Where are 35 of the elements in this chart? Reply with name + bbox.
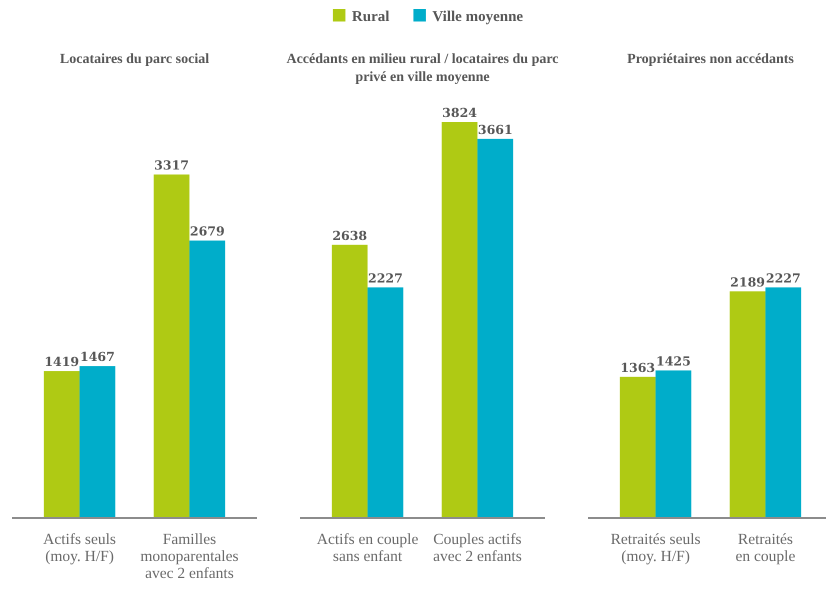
data-label: 1419 <box>44 354 80 370</box>
x-tick-label: Retraités seuls (moy. H/F) <box>610 531 701 565</box>
chart-title: Accédants en milieu rural / locataires du parc privé en ville moyenne <box>286 52 559 85</box>
chart-title: Locataires du parc social <box>60 52 210 67</box>
data-label: 1425 <box>656 353 691 368</box>
legend-label: Rural <box>352 9 390 25</box>
x-tick-label: Actifs seuls (moy. H/F) <box>43 531 116 565</box>
x-tick-label: Couples actifs avec 2 enfants <box>433 531 522 565</box>
data-label: 2189 <box>730 274 765 290</box>
data-label: 3317 <box>154 158 189 173</box>
bar <box>368 287 404 518</box>
bar <box>154 174 190 518</box>
data-label: 3661 <box>478 122 513 137</box>
bar <box>44 371 80 518</box>
data-label: 2679 <box>190 224 225 239</box>
data-label: 1363 <box>620 360 656 375</box>
x-tick-label: Familles monoparentales avec 2 enfants <box>140 531 239 582</box>
bar <box>620 376 656 518</box>
data-label: 1467 <box>80 349 115 364</box>
bar <box>656 370 692 518</box>
x-tick-label: Actifs en couple sans enfant <box>316 531 418 565</box>
bar <box>442 122 478 518</box>
bar <box>730 291 766 518</box>
chart-title: Propriétaires non accédants <box>627 52 794 67</box>
data-label: 2638 <box>332 228 368 243</box>
bar <box>477 138 514 518</box>
data-label: 2227 <box>368 270 403 286</box>
data-label: 3824 <box>442 105 478 120</box>
bar <box>332 244 368 518</box>
bar <box>80 366 116 518</box>
x-tick-label: Retraités en couple <box>736 531 796 565</box>
bar <box>765 287 802 518</box>
data-label: 2227 <box>766 270 801 286</box>
bar <box>189 240 226 518</box>
legend-label: Ville moyenne <box>432 9 524 25</box>
